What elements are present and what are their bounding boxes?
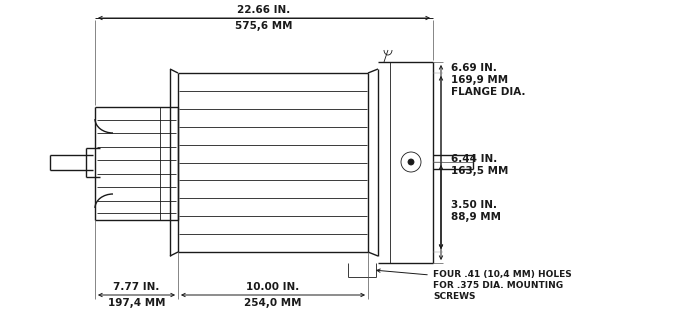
Text: 3.50 IN.: 3.50 IN.	[451, 200, 497, 210]
Text: 6.69 IN.: 6.69 IN.	[451, 63, 497, 73]
Text: 163,5 MM: 163,5 MM	[451, 167, 508, 176]
Text: 10.00 IN.: 10.00 IN.	[246, 282, 300, 292]
Text: 169,9 MM: 169,9 MM	[451, 75, 508, 85]
Text: 7.77 IN.: 7.77 IN.	[113, 282, 160, 292]
Text: 6.44 IN.: 6.44 IN.	[451, 155, 497, 165]
Text: 88,9 MM: 88,9 MM	[451, 212, 501, 222]
Text: FOUR .41 (10,4 MM) HOLES: FOUR .41 (10,4 MM) HOLES	[433, 270, 572, 279]
Text: 22.66 IN.: 22.66 IN.	[237, 5, 290, 15]
Text: 254,0 MM: 254,0 MM	[244, 298, 302, 308]
Text: FOR .375 DIA. MOUNTING: FOR .375 DIA. MOUNTING	[433, 281, 563, 290]
Circle shape	[408, 159, 414, 165]
Text: FLANGE DIA.: FLANGE DIA.	[451, 87, 526, 97]
Text: SCREWS: SCREWS	[433, 292, 475, 301]
Text: 197,4 MM: 197,4 MM	[108, 298, 165, 308]
Text: 575,6 MM: 575,6 MM	[235, 21, 293, 31]
